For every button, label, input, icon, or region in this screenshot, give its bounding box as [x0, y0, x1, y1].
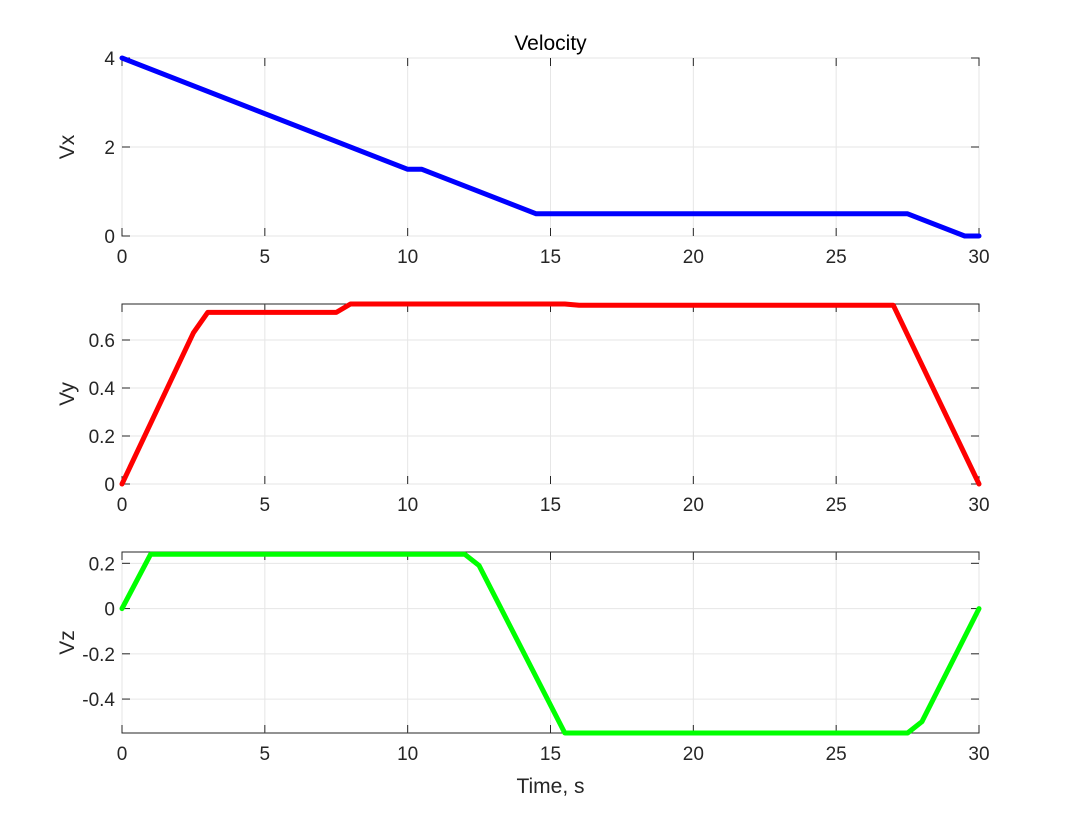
x-tick-label: 0 — [117, 744, 128, 765]
x-tick-label: 15 — [540, 495, 561, 516]
subplot-1: 0 5 10 15 20 25 30 0 2 4 Vx Velocity — [56, 32, 990, 268]
y-tick-label: 0.2 — [89, 554, 115, 575]
x-tick-label: 0 — [117, 495, 128, 516]
x-tick-label: 25 — [826, 495, 847, 516]
x-tick-label: 25 — [826, 247, 847, 268]
series-line-1 — [119, 551, 982, 736]
x-tick-label: 20 — [683, 744, 704, 765]
x-tick-label: 5 — [260, 744, 271, 765]
x-tick-label: 5 — [260, 247, 271, 268]
x-tick-label: 30 — [968, 247, 989, 268]
x-tick-label: 5 — [260, 495, 271, 516]
x-tick-label: 10 — [397, 744, 418, 765]
y-axis-label: Vy — [56, 382, 79, 406]
series-line-1 — [119, 55, 982, 239]
x-tick-label: 0 — [117, 247, 128, 268]
y-tick-label: 0 — [104, 600, 115, 621]
x-tick-label: 25 — [826, 744, 847, 765]
y-tick-label: 4 — [104, 49, 115, 70]
x-axis-label: Time, s — [516, 775, 584, 798]
x-tick-label: 10 — [397, 247, 418, 268]
y-tick-label: 2 — [104, 138, 115, 159]
x-tick-label: 30 — [968, 495, 989, 516]
y-tick-label: 0.2 — [89, 427, 115, 448]
x-tick-label: 10 — [397, 495, 418, 516]
x-tick-label: 30 — [968, 744, 989, 765]
y-tick-label: -0.2 — [82, 645, 115, 666]
x-tick-label: 20 — [683, 495, 704, 516]
y-axis-label: Vx — [56, 134, 79, 159]
subplot-2: 0 5 10 15 20 25 30 0 0.2 0.4 0.6 Vy — [56, 301, 990, 516]
x-tick-label: 20 — [683, 247, 704, 268]
series-line-1 — [119, 301, 982, 487]
subplot-3: 0 5 10 15 20 25 30 -0.4 -0.2 0 0.2 Vz Time, s — [56, 551, 990, 798]
x-tick-label: 15 — [540, 247, 561, 268]
y-tick-label: 0.4 — [89, 379, 116, 400]
y-tick-label: 0 — [104, 475, 115, 496]
x-tick-label: 15 — [540, 744, 561, 765]
y-tick-label: 0 — [104, 227, 115, 248]
chart-title: Velocity — [514, 32, 587, 55]
y-axis-label: Vz — [56, 630, 79, 655]
y-tick-label: 0.6 — [89, 331, 115, 352]
y-tick-label: -0.4 — [82, 690, 115, 711]
